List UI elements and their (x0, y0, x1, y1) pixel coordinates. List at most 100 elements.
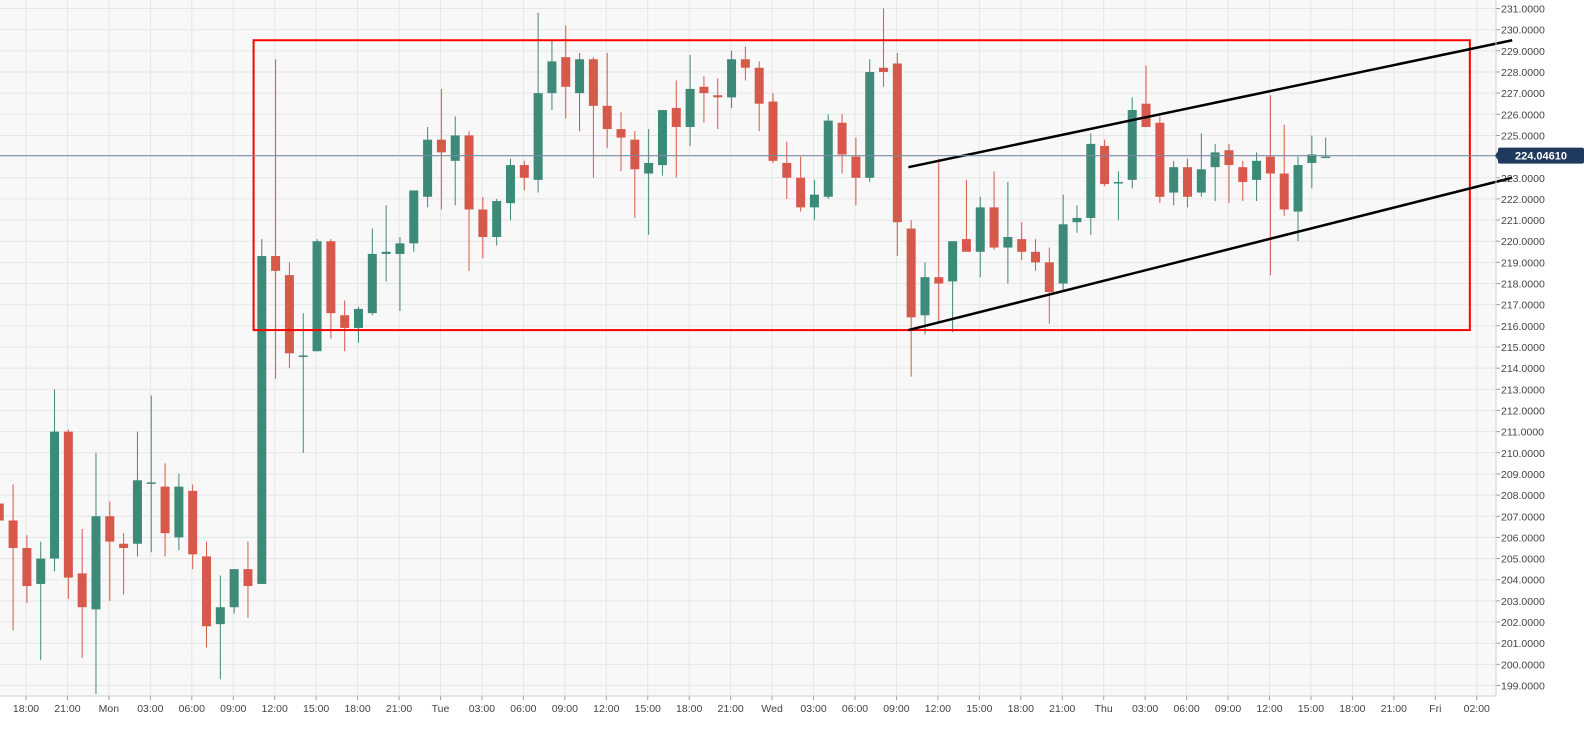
trendline (908, 176, 1513, 332)
x-tick-label: 06:00 (179, 703, 205, 715)
candle-body-down (837, 122, 847, 155)
y-tick-label: 231.0000 (1501, 4, 1545, 16)
x-tick-label: 12:00 (593, 703, 619, 715)
x-tick-label: 18:00 (1339, 703, 1365, 715)
x-tick-label: 18:00 (344, 703, 370, 715)
candle-body-down (243, 569, 253, 587)
y-tick-label: 218.0000 (1501, 279, 1545, 291)
candle-body-up (865, 71, 875, 178)
y-tick-label: 227.0000 (1501, 88, 1545, 100)
candle-body-down (1100, 146, 1110, 185)
x-tick-label: 09:00 (552, 703, 578, 715)
candle-body-up (657, 110, 667, 166)
candle-body-down (284, 275, 294, 354)
y-tick-label: 207.0000 (1501, 511, 1545, 523)
candle-body-down (1017, 239, 1027, 252)
candle-body-up (1252, 160, 1262, 180)
y-tick-label: 202.0000 (1501, 617, 1545, 629)
y-tick-label: 215.0000 (1501, 342, 1545, 354)
x-tick-label: Fri (1429, 703, 1441, 715)
y-axis[interactable]: 199.0000 200.0000 201.0000 202.0000 203.0000… (1495, 0, 1545, 696)
y-tick-label: 214.0000 (1501, 363, 1545, 375)
candle-body-up (685, 88, 695, 127)
candle-body-up (146, 482, 156, 484)
candle-body-down (77, 573, 87, 608)
candle-body-up (533, 93, 543, 180)
candle-body-down (616, 129, 626, 138)
price-badge-bg (1498, 147, 1584, 164)
candle-body-up (229, 569, 239, 608)
candle-body-up (367, 253, 377, 314)
candle-body-up (1072, 217, 1082, 223)
x-axis[interactable]: 18:00 21:00 Mon 03:00 06:00 09:00 12:00 15:00 18… (0, 695, 1496, 715)
candle-body-down (105, 516, 115, 542)
candle-body-up (215, 607, 225, 625)
y-tick-label: 211.0000 (1501, 427, 1544, 439)
candle-body-up (547, 61, 557, 94)
x-tick-label: 15:00 (303, 703, 329, 715)
candle-body-up (1086, 143, 1096, 218)
candle-body-up (257, 256, 267, 584)
candle-body-up (1307, 154, 1317, 163)
candle-body-up (1196, 169, 1206, 193)
candle-body-up (1210, 152, 1220, 168)
candle-body-up (505, 165, 515, 204)
y-tick-label: 206.0000 (1501, 532, 1545, 544)
x-tick-label: 18:00 (13, 703, 39, 715)
x-tick-label: 03:00 (137, 703, 163, 715)
candle-body-down (340, 315, 350, 328)
candle-body-down (961, 239, 971, 252)
candle-body-down (768, 101, 778, 161)
y-tick-label: 212.0000 (1501, 405, 1545, 417)
x-tick-label: 12:00 (262, 703, 288, 715)
candle-body-up (91, 516, 101, 610)
x-tick-label: Tue (432, 703, 450, 715)
candle-body-up (920, 277, 930, 316)
y-tick-label: 229.0000 (1501, 46, 1545, 58)
candle-body-down (630, 139, 640, 170)
candle-body-up (36, 558, 46, 584)
candle-body-down (754, 67, 764, 104)
y-tick-label: 221.0000 (1501, 215, 1545, 227)
candle-body-up (1003, 236, 1013, 248)
candle-body-up (423, 139, 433, 197)
candle-body-up (450, 135, 460, 161)
candle-body-down (1155, 122, 1165, 197)
candle-body-up (1113, 181, 1123, 184)
x-tick-label: 18:00 (676, 703, 702, 715)
candle-body-down (519, 165, 529, 178)
candle-body-down (1183, 167, 1192, 197)
x-tick-label: 21:00 (386, 703, 412, 715)
y-tick-label: 219.0000 (1501, 257, 1545, 269)
y-tick-label: 220.0000 (1501, 236, 1545, 248)
candle-body-up (1169, 167, 1179, 193)
candle-body-down (671, 107, 681, 127)
y-tick-label: 225.0000 (1501, 130, 1545, 142)
y-tick-label: 200.0000 (1501, 659, 1545, 671)
x-tick-label: 15:00 (966, 703, 992, 715)
y-tick-label: 222.0000 (1501, 194, 1545, 206)
candle-body-down (879, 67, 889, 72)
candle-body-down (1238, 167, 1248, 182)
x-tick-label: 09:00 (1215, 703, 1241, 715)
candle-body-down (63, 431, 73, 578)
candle-body-up (809, 194, 819, 208)
candle-body-up (50, 431, 60, 559)
x-tick-label: 02:00 (1464, 703, 1490, 715)
y-tick-label: 216.0000 (1501, 321, 1545, 333)
candle-body-up (1127, 110, 1137, 180)
candle-body-up (823, 120, 833, 197)
candle-body-up (312, 241, 322, 352)
x-tick-label: 21:00 (718, 703, 744, 715)
candle-body-up (174, 486, 184, 538)
y-tick-label: 213.0000 (1501, 384, 1545, 396)
x-tick-label: 09:00 (883, 703, 909, 715)
y-tick-label: 228.0000 (1501, 67, 1545, 79)
candle-body-down (892, 63, 902, 223)
candle-body-down (8, 520, 18, 548)
candle-body-down (202, 556, 212, 627)
plot-background (0, 0, 1496, 696)
candle-body-up (975, 207, 985, 252)
x-tick-label: 06:00 (842, 703, 868, 715)
